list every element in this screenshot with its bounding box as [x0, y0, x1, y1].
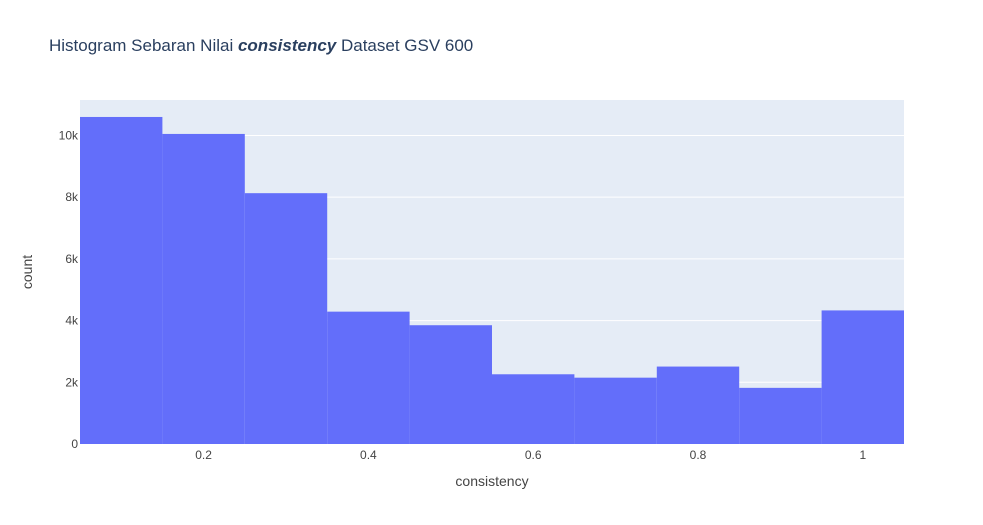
chart-title-emphasis: consistency	[238, 36, 338, 55]
y-tick-label: 2k	[65, 375, 79, 389]
histogram-bar	[656, 366, 740, 444]
histogram-bar	[80, 116, 163, 444]
x-axis-title: consistency	[455, 473, 528, 489]
histogram-bar	[492, 374, 575, 444]
bars	[80, 116, 904, 444]
y-tick-label: 6k	[65, 252, 79, 266]
histogram-bar	[327, 311, 410, 444]
histogram-bar	[162, 133, 245, 444]
histogram-bar	[574, 377, 657, 444]
x-tick-label: 0.2	[195, 448, 212, 462]
chart-title-suffix: Dataset GSV 600	[336, 36, 473, 55]
x-tick-label: 1	[859, 448, 866, 462]
histogram-bar	[739, 387, 822, 444]
histogram-bar	[244, 193, 328, 444]
histogram-bar	[821, 310, 904, 444]
x-tick-label: 0.4	[360, 448, 377, 462]
histogram-bar	[409, 325, 492, 444]
y-tick-label: 4k	[65, 314, 79, 328]
y-axis-title: count	[19, 255, 35, 289]
chart-title: Histogram Sebaran Nilai consistency Data…	[49, 36, 473, 55]
x-axis-ticks: 0.2 0.4 0.6 0.8 1	[195, 448, 866, 462]
y-tick-label: 8k	[65, 190, 79, 204]
y-axis-ticks: 0 2k 4k 6k 8k 10k	[59, 128, 79, 451]
x-tick-label: 0.8	[690, 448, 707, 462]
chart-title-prefix: Histogram Sebaran Nilai	[49, 36, 238, 55]
x-tick-label: 0.6	[525, 448, 542, 462]
y-tick-label: 0	[71, 437, 78, 451]
y-tick-label: 10k	[59, 128, 79, 142]
